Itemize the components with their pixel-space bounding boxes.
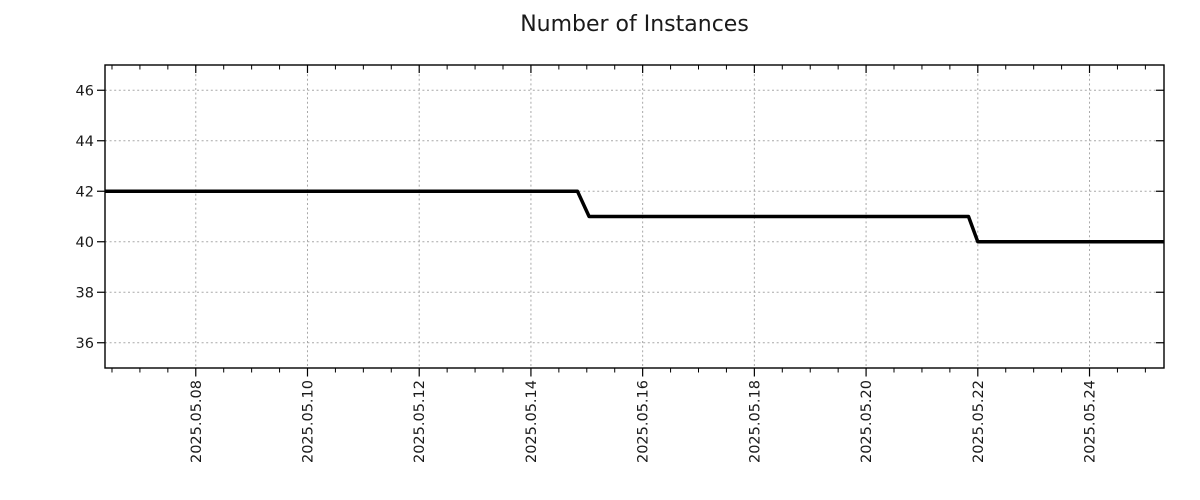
x-tick-label-2025.05.22: 2025.05.22 [971, 380, 987, 463]
y-tick-label-46: 46 [76, 83, 94, 99]
x-tick-label-2025.05.14: 2025.05.14 [524, 380, 540, 463]
x-tick-label-2025.05.12: 2025.05.12 [412, 380, 428, 463]
x-tick-label-2025.05.20: 2025.05.20 [859, 380, 875, 463]
y-tick-label-36: 36 [76, 336, 94, 352]
y-tick-label-38: 38 [76, 285, 94, 301]
x-tick-label-2025.05.10: 2025.05.10 [300, 380, 316, 463]
x-tick-label-2025.05.08: 2025.05.08 [189, 380, 205, 463]
x-tick-label-2025.05.16: 2025.05.16 [636, 380, 652, 463]
y-tick-label-40: 40 [76, 235, 94, 251]
x-tick-label-2025.05.24: 2025.05.24 [1083, 380, 1099, 463]
chart-title: Number of Instances [520, 12, 749, 37]
plot-border [104, 64, 1165, 369]
y-tick-label-42: 42 [76, 184, 94, 200]
x-tick-label-2025.05.18: 2025.05.18 [747, 380, 763, 463]
y-tick-label-44: 44 [76, 134, 94, 150]
series-line-0 [105, 189, 1164, 244]
